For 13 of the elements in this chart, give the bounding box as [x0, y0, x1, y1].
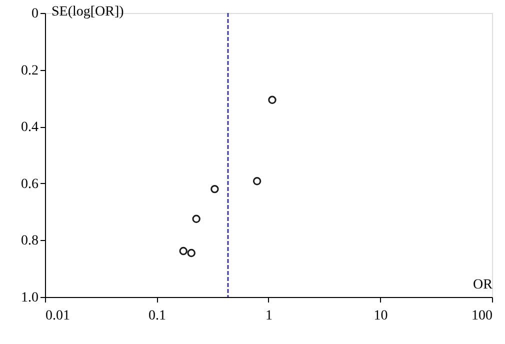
- x-tick-label: 0.01: [46, 308, 70, 324]
- x-tick-label: 100: [472, 308, 492, 324]
- y-tick-label: 1.0: [21, 290, 38, 306]
- x-tick-label: 1: [266, 308, 272, 324]
- x-tick-label: 0.1: [148, 308, 166, 324]
- x-tick-label: 10: [374, 308, 388, 324]
- y-tick-label: 0: [32, 6, 38, 22]
- y-tick-label: 0.6: [21, 176, 38, 192]
- y-tick-label: 0.2: [21, 63, 38, 78]
- y-tick-label: 0.8: [21, 234, 38, 249]
- y-tick-label: 0.4: [21, 120, 38, 136]
- x-axis-title: OR: [473, 278, 494, 292]
- y-axis-title: SE(log[OR]): [52, 4, 124, 20]
